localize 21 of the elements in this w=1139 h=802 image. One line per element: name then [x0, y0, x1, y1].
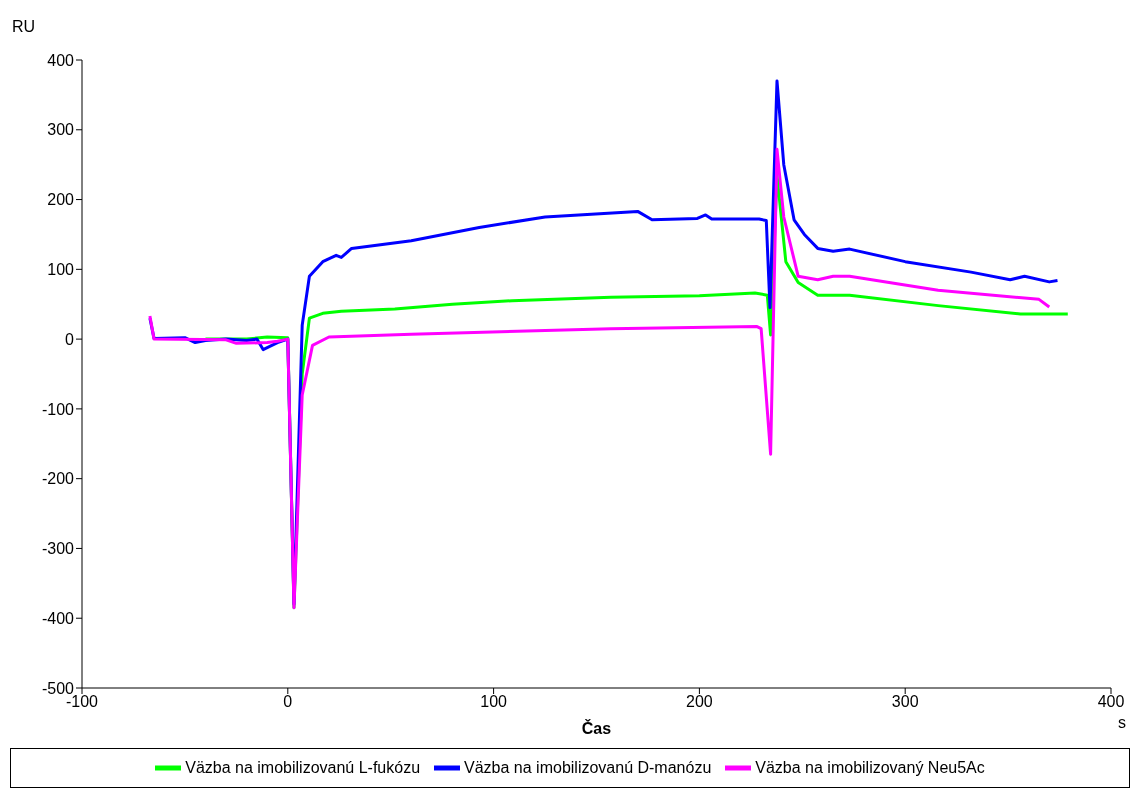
y-tick-label: 0 [65, 330, 75, 348]
legend-label: Väzba na imobilizovanú L-fukózu [185, 759, 421, 777]
x-tick-label: 100 [480, 693, 508, 711]
y-tick-label: 100 [47, 261, 75, 279]
y-tick-label: -300 [41, 540, 75, 558]
legend-label: Väzba na imobilizovanú D-manózu [464, 759, 712, 777]
x-tick-label: -100 [65, 693, 99, 711]
y-tick-label: -400 [41, 609, 75, 627]
x-tick-label: 200 [686, 693, 713, 711]
y-tick-label: -100 [41, 400, 75, 418]
y-tick-label: 400 [47, 51, 75, 69]
text: s [1118, 714, 1126, 732]
y-tick-label: 200 [47, 191, 75, 209]
y-axis-title: RU [12, 18, 36, 36]
y-tick-label: -200 [41, 470, 75, 488]
legend-label: Väzba na imobilizovaný Neu5Ac [755, 759, 985, 777]
x-axis-title: Čas [581, 719, 612, 737]
x-tick-label: 400 [1097, 693, 1125, 711]
x-tick-label: 300 [891, 693, 919, 711]
y-tick-label: 300 [47, 121, 75, 139]
x-tick-label: 0 [283, 693, 293, 711]
